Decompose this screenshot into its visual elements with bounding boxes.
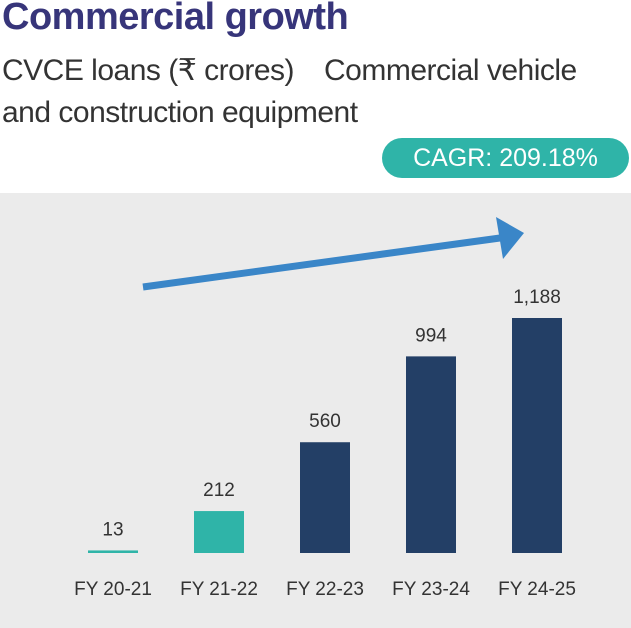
bar [88, 550, 138, 553]
x-tick-label: FY 24-25 [498, 579, 576, 600]
x-tick-label: FY 20-21 [74, 579, 152, 600]
bar [406, 356, 456, 553]
note: Commercial vehicle and construction equi… [2, 54, 577, 129]
value-label: 994 [415, 325, 447, 346]
trend-arrow-head [496, 217, 524, 259]
cagr-badge: CAGR: 209.18% [382, 138, 629, 178]
subtitle-block: CVCE loans (₹ crores) Commercial vehicle … [2, 50, 602, 134]
value-label: 212 [203, 480, 235, 501]
x-tick-label: FY 21-22 [180, 579, 258, 600]
value-label: 1,188 [513, 287, 561, 308]
subtitle: CVCE loans (₹ crores) [2, 54, 295, 87]
chart: 13 FY 20-21 212 FY 21-22 560 FY 22-23 994 FY 23… [0, 193, 631, 628]
bar [194, 511, 244, 553]
value-label: 13 [102, 519, 123, 540]
chart-title: Commercial growth [2, 0, 349, 38]
x-tick-label: FY 22-23 [286, 579, 364, 600]
bar [512, 318, 562, 553]
bar [300, 442, 350, 553]
x-tick-label: FY 23-24 [392, 579, 470, 600]
trend-arrow [142, 234, 501, 291]
value-label: 560 [309, 411, 341, 432]
